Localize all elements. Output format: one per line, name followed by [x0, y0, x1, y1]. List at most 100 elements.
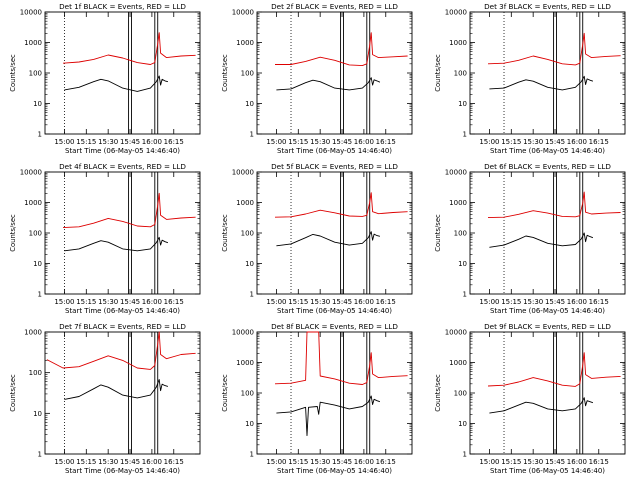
- x-tick-label: 15:45: [332, 298, 352, 306]
- plot-frame: [256, 11, 413, 135]
- y-tick-label: 100: [454, 390, 467, 398]
- plot-frame: [469, 11, 626, 135]
- y-tick-label: 1: [463, 131, 467, 139]
- y-axis-label: Counts/sec: [221, 374, 229, 412]
- x-tick-label: 15:30: [98, 458, 118, 466]
- x-tick-label: 15:00: [54, 298, 74, 306]
- y-tick-label: 1: [250, 131, 254, 139]
- series-line-events: [64, 75, 169, 92]
- y-tick-label: 10: [245, 260, 254, 268]
- x-tick-label: 15:00: [479, 138, 499, 146]
- y-tick-label: 100: [241, 70, 254, 78]
- plot-frame: [44, 171, 201, 295]
- y-tick-label: 10: [245, 420, 254, 428]
- x-axis-label: Start Time (06-May-05 14:46:40): [277, 147, 392, 155]
- chart-panel-3: Det 3f BLACK = Events, RED = LLD Counts/s…: [434, 2, 626, 155]
- x-tick-label: 16:00: [354, 298, 374, 306]
- x-tick-label: 15:45: [120, 458, 140, 466]
- y-tick-label: 10: [458, 420, 467, 428]
- x-tick-label: 15:30: [310, 138, 330, 146]
- x-axis-label: Start Time (06-May-05 14:46:40): [490, 147, 605, 155]
- chart-panel-9: Det 9f BLACK = Events, RED = LLD Counts/s…: [434, 322, 626, 475]
- y-tick-label: 10000: [20, 9, 42, 17]
- series-line-events: [276, 231, 381, 247]
- series-line-lld: [46, 331, 196, 370]
- y-tick-label: 100: [29, 230, 42, 238]
- y-axis-label: Counts/sec: [434, 214, 442, 252]
- x-tick-label: 16:15: [164, 298, 184, 306]
- x-tick-label: 15:30: [98, 138, 118, 146]
- y-tick-label: 1000: [24, 329, 42, 337]
- series-line-lld: [487, 191, 621, 219]
- y-tick-label: 100: [29, 369, 42, 377]
- y-tick-label: 1: [463, 291, 467, 299]
- x-axis-label: Start Time (06-May-05 14:46:40): [277, 467, 392, 475]
- y-tick-label: 10000: [445, 169, 467, 177]
- x-tick-label: 16:15: [376, 458, 396, 466]
- x-tick-label: 16:00: [142, 138, 162, 146]
- y-tick-label: 1000: [449, 199, 467, 207]
- series-line-lld: [274, 192, 408, 218]
- y-tick-label: 10000: [232, 329, 254, 337]
- x-tick-label: 15:15: [288, 458, 308, 466]
- series-line-lld: [487, 32, 621, 66]
- plot-frame: [469, 331, 626, 455]
- chart-title: Det 3f BLACK = Events, RED = LLD: [484, 2, 611, 11]
- x-tick-label: 15:00: [54, 458, 74, 466]
- series-line-events: [276, 77, 381, 91]
- chart-panel-4: Det 4f BLACK = Events, RED = LLD Counts/s…: [9, 162, 201, 315]
- y-axis-label: Counts/sec: [9, 214, 17, 252]
- x-tick-label: 16:00: [567, 298, 587, 306]
- y-tick-label: 1: [38, 131, 42, 139]
- x-tick-label: 16:15: [376, 138, 396, 146]
- chart-title: Det 6f BLACK = Events, RED = LLD: [484, 162, 611, 171]
- x-tick-label: 15:30: [98, 298, 118, 306]
- x-tick-label: 15:15: [76, 298, 96, 306]
- y-axis-label: Counts/sec: [221, 54, 229, 92]
- chart-title: Det 4f BLACK = Events, RED = LLD: [59, 162, 186, 171]
- series-line-lld: [62, 192, 196, 229]
- y-axis-label: Counts/sec: [221, 214, 229, 252]
- chart-title: Det 8f BLACK = Events, RED = LLD: [271, 322, 398, 331]
- x-tick-label: 15:30: [310, 298, 330, 306]
- x-axis-label: Start Time (06-May-05 14:46:40): [490, 307, 605, 315]
- x-tick-label: 16:15: [376, 298, 396, 306]
- y-tick-label: 10000: [232, 169, 254, 177]
- y-tick-label: 10000: [20, 169, 42, 177]
- x-tick-label: 15:45: [120, 298, 140, 306]
- series-line-events: [276, 395, 381, 437]
- x-tick-label: 16:00: [354, 138, 374, 146]
- y-tick-label: 1: [250, 451, 254, 459]
- y-tick-label: 1: [38, 291, 42, 299]
- x-tick-label: 15:15: [76, 138, 96, 146]
- x-tick-label: 15:30: [523, 298, 543, 306]
- y-axis-label: Counts/sec: [434, 54, 442, 92]
- y-tick-label: 100: [29, 70, 42, 78]
- x-tick-label: 16:15: [589, 138, 609, 146]
- chart-panel-6: Det 6f BLACK = Events, RED = LLD Counts/s…: [434, 162, 626, 315]
- y-tick-label: 1000: [24, 39, 42, 47]
- x-tick-label: 15:45: [120, 138, 140, 146]
- x-tick-label: 15:45: [332, 138, 352, 146]
- y-axis-label: Counts/sec: [434, 374, 442, 412]
- y-axis-label: Counts/sec: [9, 374, 17, 412]
- y-tick-label: 1000: [449, 39, 467, 47]
- chart-panel-8: Det 8f BLACK = Events, RED = LLD Counts/s…: [221, 322, 413, 475]
- x-tick-label: 15:00: [266, 138, 286, 146]
- series-line-lld: [274, 331, 408, 385]
- y-axis-label: Counts/sec: [9, 54, 17, 92]
- x-tick-label: 16:15: [164, 138, 184, 146]
- x-axis-label: Start Time (06-May-05 14:46:40): [65, 467, 180, 475]
- x-axis-label: Start Time (06-May-05 14:46:40): [65, 307, 180, 315]
- series-line-events: [64, 379, 169, 400]
- x-tick-label: 15:45: [545, 458, 565, 466]
- x-tick-label: 15:30: [310, 458, 330, 466]
- y-tick-label: 100: [454, 230, 467, 238]
- y-tick-label: 1000: [236, 199, 254, 207]
- plot-frame: [44, 11, 201, 135]
- x-tick-label: 15:15: [501, 298, 521, 306]
- x-tick-label: 15:00: [266, 458, 286, 466]
- x-tick-label: 16:15: [589, 298, 609, 306]
- y-tick-label: 100: [454, 70, 467, 78]
- y-tick-label: 1: [463, 451, 467, 459]
